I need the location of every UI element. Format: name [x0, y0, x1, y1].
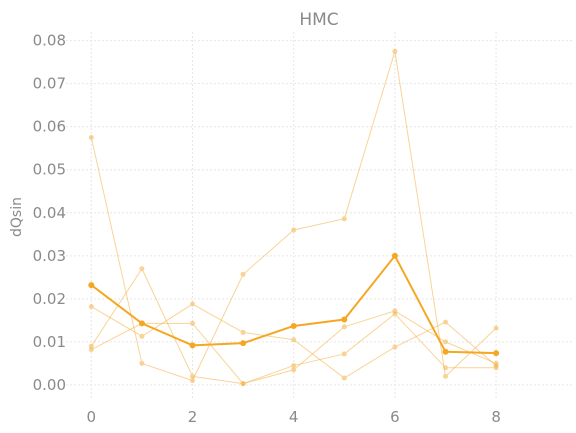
data-point — [443, 373, 448, 379]
data-point — [392, 344, 398, 350]
data-point — [391, 252, 398, 259]
series-1 — [88, 301, 499, 381]
data-point — [442, 348, 449, 355]
data-point — [291, 227, 297, 233]
x-tick-label: 0 — [87, 408, 97, 426]
data-point — [88, 343, 94, 349]
data-point — [240, 340, 247, 347]
y-tick-label: 0.08 — [33, 32, 66, 50]
data-point — [341, 316, 348, 323]
y-tick-label: 0.07 — [33, 75, 66, 93]
data-point — [341, 375, 347, 381]
data-point — [240, 329, 246, 335]
data-point — [493, 360, 499, 366]
y-tick-label: 0.00 — [33, 376, 66, 394]
data-point — [139, 333, 145, 339]
data-point — [341, 324, 347, 330]
data-point — [341, 351, 347, 357]
data-point — [291, 367, 297, 373]
data-point — [189, 342, 196, 349]
data-point — [443, 365, 448, 371]
data-point — [190, 301, 195, 307]
grid — [66, 32, 572, 400]
data-point — [341, 216, 347, 222]
data-point — [493, 365, 499, 371]
axes: 0.00 0.01 0.02 0.03 0.04 0.05 0.06 0.07 0.08 0 2 4 6… — [33, 32, 501, 426]
data-point — [392, 311, 398, 317]
data-point — [88, 134, 94, 140]
y-tick-label: 0.06 — [33, 118, 66, 136]
data-point — [190, 320, 195, 326]
data-point — [139, 360, 145, 366]
data-point — [88, 304, 94, 310]
data-point — [240, 271, 246, 277]
chart-title: HMC — [299, 10, 338, 30]
data-point — [139, 266, 145, 272]
y-tick-label: 0.04 — [33, 204, 66, 222]
x-tick-label: 8 — [491, 408, 501, 426]
data-point — [190, 378, 195, 384]
y-tick-label: 0.02 — [33, 290, 66, 308]
data-point — [392, 48, 398, 54]
data-point — [493, 350, 500, 357]
series-0 — [88, 48, 499, 384]
data-point — [240, 381, 246, 387]
data-point — [443, 339, 448, 345]
y-tick-label: 0.03 — [33, 247, 66, 265]
x-tick-label: 6 — [390, 408, 400, 426]
data-point — [190, 373, 195, 379]
data-point — [138, 320, 145, 327]
series-4 — [88, 252, 500, 357]
y-axis-title: dQsin — [9, 197, 25, 237]
y-tick-label: 0.05 — [33, 161, 66, 179]
y-tick-label: 0.01 — [33, 333, 66, 351]
data-point — [443, 319, 448, 325]
series-layer — [88, 48, 500, 387]
data-point — [291, 363, 297, 369]
data-point — [493, 325, 499, 331]
data-point — [291, 337, 297, 343]
x-tick-label: 4 — [289, 408, 299, 426]
data-point — [88, 347, 94, 353]
data-point — [88, 282, 95, 289]
data-point — [290, 322, 297, 329]
x-tick-label: 2 — [188, 408, 198, 426]
